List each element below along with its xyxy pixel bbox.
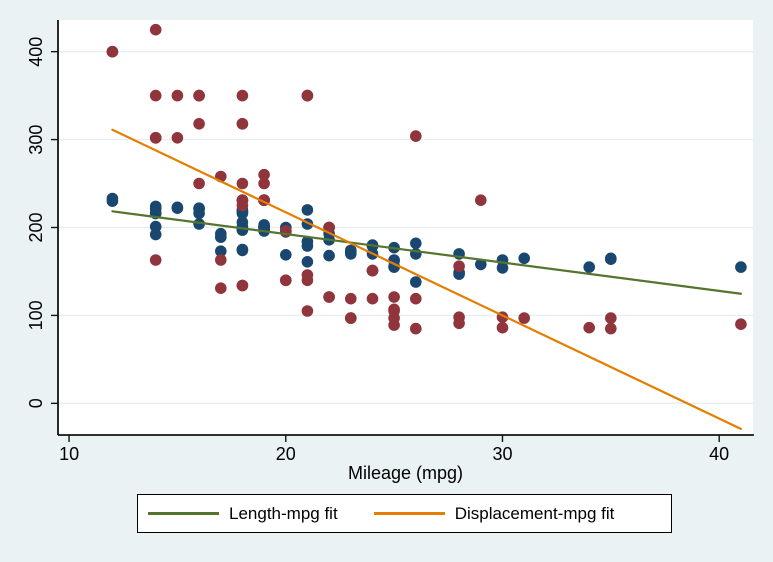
scatter-point-length [301, 204, 314, 216]
y-tick-label: 300 [26, 125, 46, 155]
scatter-point-length [518, 252, 530, 265]
scatter-point-length [410, 237, 422, 250]
scatter-point-displacement [583, 321, 595, 334]
scatter-point-length [735, 261, 747, 273]
scatter-point-length [171, 201, 184, 214]
scatter-point-displacement [215, 282, 227, 295]
x-tick-label: 20 [276, 444, 296, 464]
scatter-point-displacement [236, 279, 249, 292]
scatter-point-displacement [193, 118, 205, 130]
scatter-point-displacement [518, 312, 530, 324]
scatter-point-displacement [236, 177, 249, 190]
scatter-point-displacement [345, 312, 357, 324]
x-tick-label: 30 [492, 444, 512, 464]
legend: Length-mpg fit Displacement-mpg fit [137, 494, 672, 533]
scatter-point-displacement [410, 292, 422, 305]
x-axis-title: Mileage (mpg) [347, 463, 464, 483]
scatter-point-length [475, 258, 487, 271]
scatter-point-length [236, 243, 249, 256]
scatter-point-displacement [453, 260, 465, 273]
y-tick-label: 200 [26, 212, 46, 242]
scatter-point-length [106, 195, 119, 207]
scatter-point-displacement [496, 321, 509, 334]
scatter-point-displacement [388, 291, 400, 303]
scatter-point-displacement [149, 132, 162, 144]
scatter-point-displacement [301, 269, 314, 281]
scatter-point-length [193, 203, 205, 215]
legend-label-length-fit: Length-mpg fit [229, 503, 338, 523]
x-tick-label: 10 [59, 444, 79, 464]
scatter-point-displacement [410, 322, 422, 335]
scatter-point-displacement [106, 45, 119, 58]
scatter-point-displacement [236, 89, 249, 102]
scatter-point-length [215, 245, 227, 257]
scatter-point-displacement [149, 23, 162, 36]
scatter-point-displacement [388, 312, 400, 324]
scatter-point-displacement [605, 312, 617, 324]
scatter-point-displacement [735, 318, 747, 331]
scatter-point-displacement [236, 194, 249, 206]
scatter-point-length [496, 262, 509, 274]
scatter-point-displacement [410, 130, 422, 142]
legend-item-length-fit: Length-mpg fit [148, 504, 338, 524]
x-tick-label: 40 [709, 444, 729, 464]
scatter-point-displacement [215, 254, 227, 266]
scatter-point-length [301, 235, 314, 248]
fit-line-length [111, 210, 742, 295]
scatter-point-displacement [149, 254, 162, 266]
scatter-point-displacement [366, 292, 379, 305]
scatter-point-length [193, 218, 205, 230]
y-tick-label: 100 [26, 300, 46, 330]
scatter-point-length [215, 227, 227, 240]
scatter-point-length [410, 276, 422, 288]
scatter-point-length [583, 261, 595, 273]
scatter-point-length [345, 246, 357, 258]
scatter-point-length [301, 255, 314, 268]
scatter-point-displacement [171, 132, 184, 144]
legend-item-displacement-fit: Displacement-mpg fit [373, 503, 615, 524]
scatter-point-length [149, 228, 162, 241]
scatter-point-displacement [171, 89, 184, 102]
scatter-point-displacement [453, 317, 465, 330]
scatter-point-length [605, 253, 617, 265]
fit-line-displacement [111, 128, 742, 430]
scatter-point-displacement [366, 264, 379, 277]
scatter-point-displacement [475, 194, 487, 206]
legend-line-swatch-orange [373, 512, 445, 515]
scatter-point-displacement [193, 89, 205, 102]
scatter-point-displacement [258, 177, 270, 190]
y-tick-label: 0 [26, 398, 46, 408]
scatter-point-displacement [236, 118, 249, 130]
scatter-point-displacement [149, 89, 162, 102]
scatter-point-displacement [193, 177, 205, 190]
scatter-point-displacement [301, 305, 314, 317]
y-tick-label: 400 [26, 37, 46, 67]
scatter-point-length [258, 219, 270, 231]
scatter-point-displacement [301, 89, 314, 102]
legend-label-displacement-fit: Displacement-mpg fit [454, 503, 615, 523]
scatter-point-displacement [605, 322, 617, 335]
scatter-point-displacement [323, 291, 335, 303]
scatter-point-displacement [258, 168, 270, 181]
scatter-point-displacement [345, 292, 357, 305]
scatter-point-displacement [388, 303, 400, 316]
legend-line-swatch-green [148, 512, 219, 515]
scatter-point-length [323, 249, 335, 262]
scatter-point-displacement [280, 274, 292, 287]
scatter-point-length [280, 249, 292, 261]
